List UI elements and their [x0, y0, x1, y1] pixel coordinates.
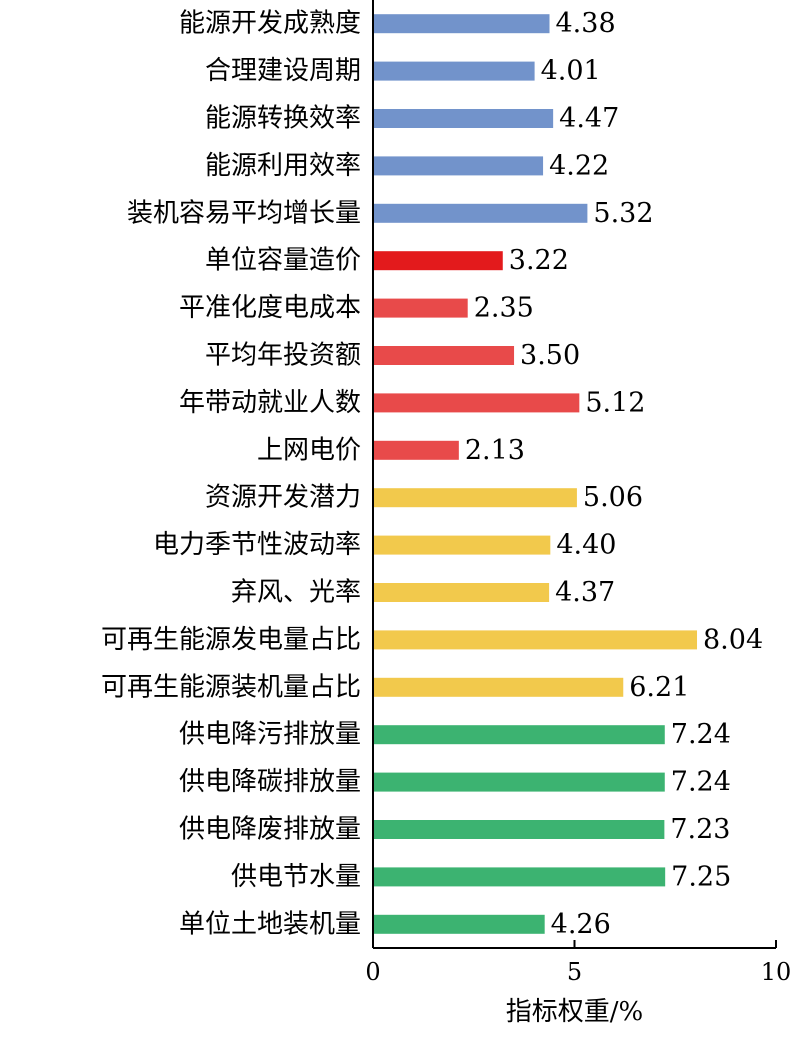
bar: [374, 535, 551, 555]
bar: [374, 156, 544, 176]
bar: [374, 772, 665, 792]
category-label: 可再生能源发电量占比: [101, 625, 361, 655]
value-label: 7.24: [671, 719, 731, 750]
value-label: 5.06: [583, 482, 643, 513]
bar: [374, 14, 550, 34]
bar: [374, 61, 535, 81]
axes-layer: [372, 0, 776, 949]
bar: [374, 109, 554, 128]
category-label: 平准化度电成本: [179, 293, 361, 323]
x-axis-title: 指标权重/%: [506, 997, 643, 1027]
bar: [374, 677, 624, 697]
bar: [374, 725, 665, 745]
value-label: 4.40: [556, 530, 616, 561]
bar: [374, 820, 665, 839]
x-tick-label: 10: [761, 958, 792, 986]
value-label: 8.04: [703, 624, 763, 655]
category-label: 上网电价: [257, 435, 361, 465]
value-label: 4.01: [541, 56, 601, 87]
value-label: 4.22: [549, 150, 609, 181]
value-label: 7.25: [671, 861, 731, 892]
value-label: 5.32: [593, 198, 653, 229]
category-label: 单位土地装机量: [179, 909, 361, 939]
value-label: 4.47: [559, 103, 619, 134]
category-label: 供电降废排放量: [179, 815, 361, 845]
category-label: 装机容易平均增长量: [127, 198, 361, 228]
value-label: 4.26: [551, 909, 611, 940]
bar: [374, 251, 503, 271]
x-tick-label: 0: [365, 958, 380, 986]
category-label: 能源开发成熟度: [179, 9, 361, 39]
category-label: 能源转换效率: [205, 104, 361, 134]
value-label: 6.21: [629, 672, 689, 703]
category-label: 年带动就业人数: [179, 388, 361, 418]
category-label: 资源开发潜力: [205, 483, 361, 513]
bars-layer: 能源开发成熟度 4.38 合理建设周期 4.01 能源转换效率 4.47 能源利用效率 4.2…: [101, 8, 763, 940]
ticks-layer: 0 5 10: [365, 940, 791, 986]
bar: [374, 298, 468, 318]
value-label: 5.12: [585, 387, 645, 418]
bar: [374, 346, 515, 365]
category-label: 能源利用效率: [205, 151, 361, 181]
value-label: 4.37: [555, 577, 615, 608]
category-label: 供电节水量: [231, 862, 361, 892]
category-label: 供电降污排放量: [179, 720, 361, 750]
bar: [374, 867, 666, 887]
value-label: 7.24: [671, 767, 731, 798]
category-label: 电力季节性波动率: [153, 530, 361, 560]
value-label: 2.35: [474, 293, 534, 324]
category-label: 合理建设周期: [205, 56, 361, 86]
value-label: 3.50: [520, 340, 580, 371]
category-label: 平均年投资额: [205, 341, 361, 371]
bar: [374, 203, 588, 223]
value-label: 7.23: [670, 814, 730, 845]
bar: [374, 914, 545, 934]
value-label: 2.13: [465, 435, 525, 466]
bar: [374, 583, 550, 602]
value-label: 4.38: [556, 8, 616, 39]
bar: [374, 630, 698, 650]
category-label: 供电降碳排放量: [179, 767, 361, 797]
value-label: 3.22: [509, 245, 569, 276]
category-label: 单位容量造价: [205, 246, 361, 276]
category-label: 可再生能源装机量占比: [101, 672, 361, 702]
x-tick-label: 5: [567, 958, 582, 986]
bar: [374, 488, 577, 508]
category-label: 弃风、光率: [231, 578, 361, 608]
bar: [374, 393, 580, 413]
bar: [374, 440, 459, 460]
